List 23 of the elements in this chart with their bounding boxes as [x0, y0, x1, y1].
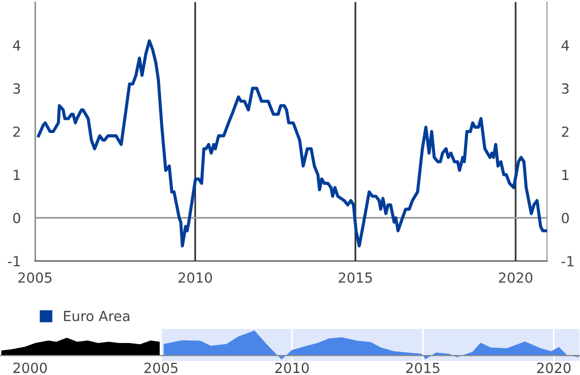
y-tick-label: 2 — [13, 126, 20, 137]
x-tick-label: 2020 — [498, 272, 532, 283]
y2-tick-label: 1 — [562, 170, 568, 180]
x-tick-label: 2010 — [178, 272, 212, 283]
x-tick-label: 2010 — [275, 362, 309, 374]
y2-tick-label: -1 — [562, 256, 574, 266]
legend-label: Euro Area — [64, 310, 130, 322]
y-tick-label: 4 — [12, 40, 20, 50]
y2-tick-label: 3 — [562, 83, 569, 94]
y-tick-label: 1 — [14, 170, 20, 180]
x-tick-label: 2020 — [537, 362, 571, 374]
y-tick-label: -1 — [8, 256, 20, 266]
y2-tick-label: 2 — [562, 126, 568, 137]
x-tick-label: 2005 — [18, 272, 52, 283]
y2-tick-label: 0 — [562, 212, 569, 224]
y-tick-label: 0 — [13, 212, 20, 224]
x-tick-label: 2015 — [338, 272, 372, 283]
y2-tick-label: 4 — [562, 40, 569, 50]
y-tick-label: 3 — [13, 83, 20, 94]
line-series — [36, 39, 547, 248]
x-tick-label: 2000 — [13, 362, 47, 374]
x-tick-label: 2005 — [144, 362, 178, 374]
x-tick-label: 2015 — [406, 362, 440, 374]
